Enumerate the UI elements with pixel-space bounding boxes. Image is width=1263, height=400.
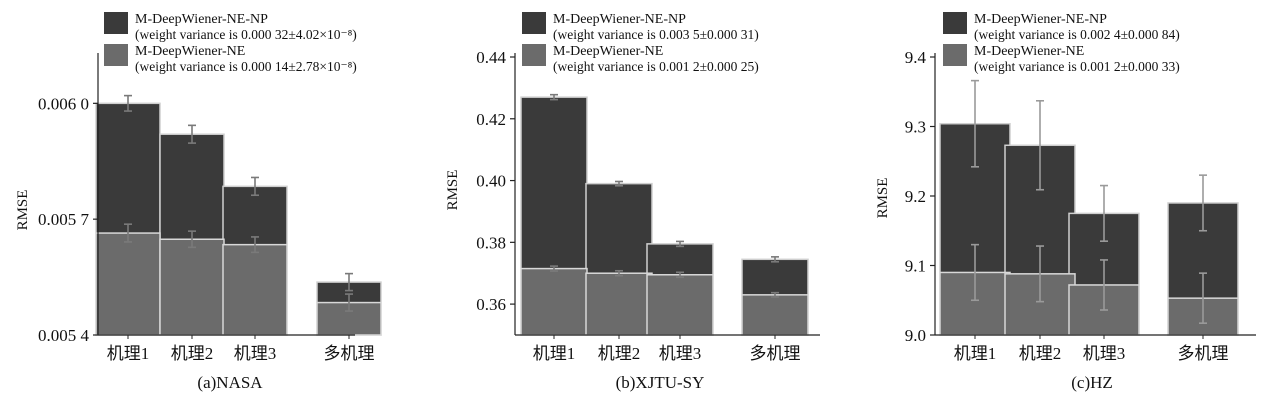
legend-label-2: M-DeepWiener-NE [135,44,245,59]
legend-label-2: M-DeepWiener-NE [553,44,663,59]
legend-note-2: (weight variance is 0.001 2±0.000 25) [553,59,759,74]
y-tick-label: 0.005 7 [38,210,90,229]
x-tick-label: 机理3 [234,344,277,363]
legend-label-1: M-DeepWiener-NE-NP [553,12,686,27]
panel-caption: (a)NASA [197,373,263,392]
panel-caption: (b)XJTU-SY [616,373,705,392]
y-tick-label: 0.006 0 [38,94,89,113]
legend: M-DeepWiener-NE-NP(weight variance is 0.… [522,12,759,74]
legend-swatch-1 [104,12,128,34]
legend-swatch-2 [943,44,967,66]
y-tick-label: 9.3 [905,118,926,137]
y-axis-label: RMSE [15,190,31,231]
bar-ne-3 [222,243,288,336]
x-tick-label: 机理3 [659,344,702,363]
x-tick-label: 机理2 [171,344,214,363]
legend-swatch-2 [104,44,128,66]
legend-swatch-2 [522,44,546,66]
bar-ne-2 [585,272,653,336]
legend-label-1: M-DeepWiener-NE-NP [135,12,268,27]
x-tick-label: 机理2 [598,344,641,363]
chart-panel-3: 9.0 9.1 9.2 9.3 9.4 机理1 机理2 机理3 多机理 RMSE (c)HZ M-De… [875,12,1256,392]
bar-ne-2 [159,238,225,336]
y-axis-label: RMSE [875,178,891,219]
y-tick-label: 9.2 [905,187,926,206]
x-tick-label: 多机理 [750,344,801,363]
y-tick-label: 0.38 [476,233,506,252]
x-tick-label: 机理2 [1019,344,1062,363]
y-axis-label: RMSE [445,170,461,211]
x-tick-label: 机理1 [954,344,997,363]
y-tick-label: 0.005 4 [38,326,90,345]
x-tick-label: 机理3 [1083,344,1126,363]
y-tick-label: 9.1 [905,257,926,276]
legend: M-DeepWiener-NE-NP(weight variance is 0.… [104,12,357,74]
y-tick-label: 0.42 [476,110,506,129]
legend: M-DeepWiener-NE-NP(weight variance is 0.… [943,12,1180,74]
legend-note-2: (weight variance is 0.001 2±0.000 33) [974,59,1180,74]
chart-panel-1: 0.005 4 0.005 7 0.006 0 机理1 机理2 机理3 多机理 RMSE (a)… [15,12,382,392]
legend-label-2: M-DeepWiener-NE [974,44,1084,59]
legend-swatch-1 [522,12,546,34]
panel-caption: (c)HZ [1071,373,1113,392]
x-tick-label: 多机理 [1178,344,1229,363]
x-tick-label: 机理1 [107,344,150,363]
legend-swatch-1 [943,12,967,34]
legend-note-1: (weight variance is 0.000 32±4.02×10⁻⁸) [135,27,357,42]
legend-note-1: (weight variance is 0.003 5±0.000 31) [553,27,759,42]
bar-ne-4 [741,294,809,336]
y-tick-label: 9.0 [905,326,926,345]
x-tick-label: 多机理 [324,344,375,363]
legend-note-2: (weight variance is 0.000 14±2.78×10⁻⁸) [135,59,357,74]
y-tick-label: 0.40 [476,172,506,191]
y-tick-label: 0.36 [476,295,506,314]
y-tick-label: 0.44 [476,48,506,67]
bar-ne-1 [95,232,161,336]
legend-note-1: (weight variance is 0.002 4±0.000 84) [974,27,1180,42]
y-tick-label: 9.4 [905,48,927,67]
bar-ne-1 [520,267,588,336]
x-tick-label: 机理1 [533,344,576,363]
chart-panel-2: 0.36 0.38 0.40 0.42 0.44 机理1 机理2 机理3 多机理 RMSE (b)X… [445,12,820,392]
legend-label-1: M-DeepWiener-NE-NP [974,12,1107,27]
bar-ne-3 [646,274,714,336]
